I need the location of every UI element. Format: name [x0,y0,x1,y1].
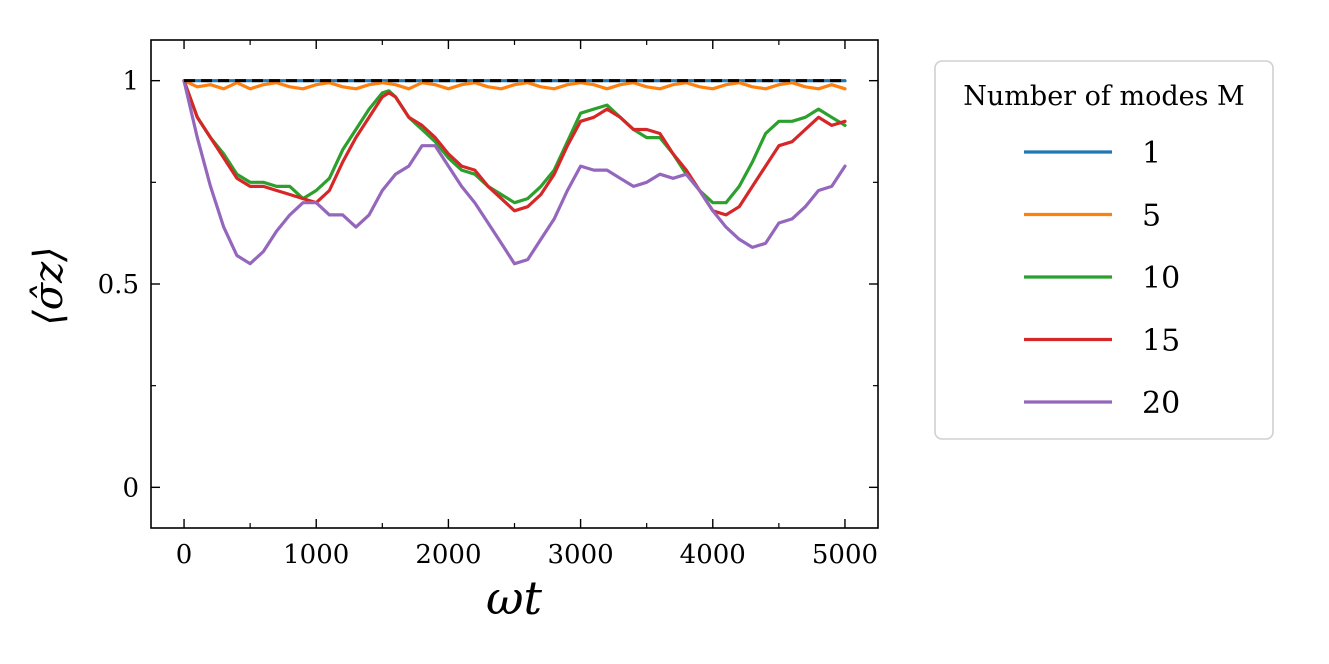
axis-ticks [151,40,878,528]
series-line-15 [182,79,847,217]
series-line-20 [182,79,847,266]
y-tick-label: 0.5 [98,270,139,300]
axis-tick-labels: 0 1000 2000 3000 4000 5000 0 0.5 1 [98,67,878,570]
plot-lines [182,79,847,266]
legend-label-5: 5 [1142,199,1161,234]
series-line-5 [182,79,847,91]
x-tick-label: 4000 [680,540,746,570]
legend-title: Number of modes M [963,81,1244,112]
x-tick-label: 0 [176,540,193,570]
x-tick-label: 3000 [548,540,614,570]
y-axis-label: ⟨σ̂z⟩ [26,246,72,326]
x-tick-label: 2000 [415,540,481,570]
legend-label-15: 15 [1142,324,1180,359]
x-tick-label: 1000 [283,540,349,570]
x-axis-label: ωt [486,571,543,625]
legend-label-1: 1 [1142,136,1161,171]
legend-frame [934,60,1274,440]
legend-label-10: 10 [1142,261,1180,296]
x-tick-label: 5000 [812,540,878,570]
y-tick-label: 1 [122,67,139,97]
axes-frame [150,39,879,529]
series-line-10 [182,79,847,205]
legend-label-20: 20 [1142,386,1180,421]
y-tick-label: 0 [122,473,139,503]
